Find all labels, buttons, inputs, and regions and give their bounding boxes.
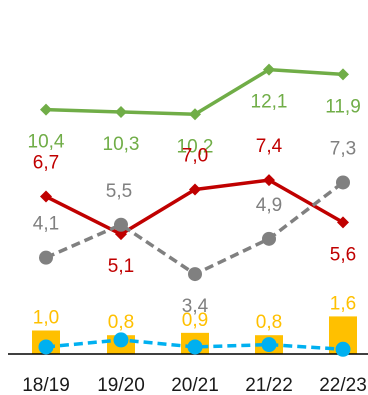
x-tick-label: 21/22 [245,375,293,395]
data-label: 7,4 [256,136,283,157]
point-4-20/21 [187,339,203,355]
point-2-21/22 [262,231,276,246]
data-label: 4,9 [256,195,282,216]
x-tick-labels: 18/19 19/20 20/21 21/22 22/23 [22,375,367,395]
data-label: 0,9 [182,310,208,331]
x-tick-label: 20/21 [171,375,219,395]
markers [38,63,351,357]
data-label: 0,8 [256,312,282,333]
data-label: 0,8 [108,312,134,333]
point-4-19/20 [113,332,129,348]
point-1-22/23 [337,216,349,229]
point-0-21/22 [263,63,275,76]
data-label: 6,7 [33,153,59,174]
data-label: 10,4 [28,132,65,153]
data-labels: 10,4 10,3 10,2 12,1 11,9 6,7 5,1 7,0 7,4 5,6 4,1 5,… [28,92,361,334]
point-2-20/21 [188,267,202,282]
data-label: 1,0 [33,308,59,329]
data-label: 7,3 [330,138,356,159]
series-line-4 [45,338,344,352]
point-0-22/23 [337,68,349,81]
x-tick-label: 18/19 [22,375,70,395]
point-4-22/23 [335,341,351,357]
data-label: 4,1 [33,214,59,235]
point-0-19/20 [115,105,127,118]
point-4-21/22 [261,337,277,353]
point-1-18/19 [40,190,52,203]
data-label: 12,1 [251,92,288,113]
data-label: 11,9 [325,96,361,117]
data-label: 10,2 [177,136,214,157]
point-0-20/21 [189,108,201,121]
point-2-19/20 [114,217,128,232]
point-1-21/22 [263,174,275,187]
point-2-22/23 [336,175,350,190]
series-line-0 [45,67,344,117]
data-label: 5,6 [330,244,356,265]
data-label: 10,3 [103,134,140,155]
point-4-18/19 [38,339,54,355]
point-1-19/20 [115,228,127,241]
data-label: 5,5 [106,181,132,202]
x-tick-label: 22/23 [319,375,367,395]
data-label: 3,4 [182,296,209,317]
data-label: 7,0 [182,146,208,167]
x-tick-label: 19/20 [97,375,145,395]
point-2-18/19 [39,250,53,265]
point-1-20/21 [189,183,201,196]
data-label: 1,6 [330,293,356,314]
point-0-18/19 [40,103,52,116]
data-label: 5,1 [108,256,134,277]
